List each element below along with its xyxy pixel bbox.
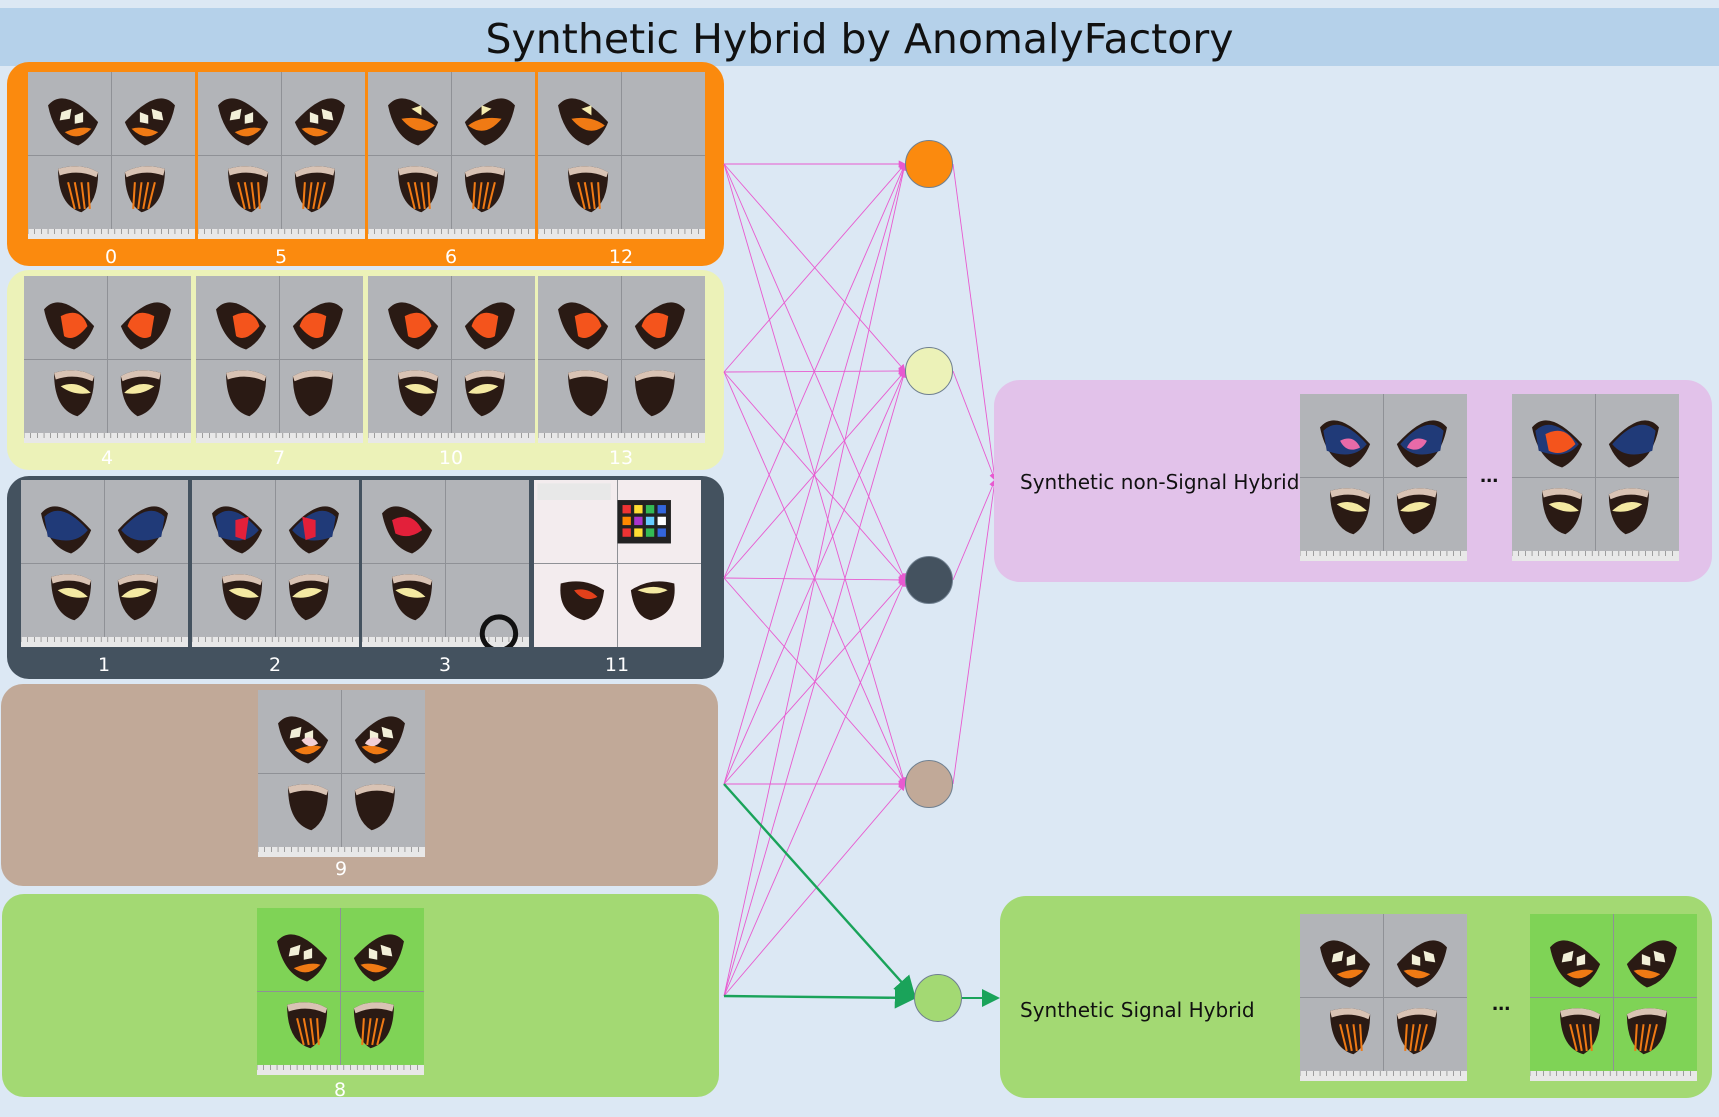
pink-edge (723, 370, 906, 785)
butterfly-thumb (534, 480, 701, 647)
thumb-label: 8 (333, 1079, 347, 1101)
pink-edge (723, 579, 906, 997)
butterfly-thumb (257, 908, 424, 1075)
green-edge (723, 986, 917, 1009)
butterfly-thumb (368, 72, 535, 239)
thumb-label: 2 (268, 654, 282, 676)
node-green (914, 974, 962, 1022)
butterfly-thumb (24, 276, 191, 443)
thumb-label: 0 (104, 246, 118, 268)
thumb-label: 3 (438, 654, 452, 676)
green-edge (723, 783, 916, 998)
thumb-label: 6 (444, 246, 458, 268)
pink-edge (723, 163, 906, 373)
thumb-label: 1 (97, 654, 111, 676)
node-slate (905, 556, 953, 604)
signal-hybrid-thumb (1300, 914, 1467, 1081)
thumb-label: 10 (438, 447, 464, 469)
non-signal-hybrid-label: Synthetic non-Signal Hybrid (1020, 470, 1300, 494)
butterfly-thumb (538, 276, 705, 443)
node-tan (905, 760, 953, 808)
pink-edge (723, 371, 906, 581)
pink-edge (723, 577, 906, 785)
butterfly-thumb (21, 480, 188, 647)
signal-hybrid-thumb (1530, 914, 1697, 1081)
thumb-label: 4 (100, 447, 114, 469)
signal-ellipsis: ... (1492, 990, 1511, 1015)
node-yellow (905, 347, 953, 395)
pink-edge (723, 370, 907, 997)
signal-hybrid-label: Synthetic Signal Hybrid (1020, 998, 1255, 1022)
pink-edge (723, 163, 906, 579)
non-signal-hybrid-thumb (1300, 394, 1467, 561)
thumb-label: 7 (272, 447, 286, 469)
non-signal-ellipsis: ... (1480, 462, 1499, 487)
thumb-label: 5 (274, 246, 288, 268)
butterfly-thumb (368, 276, 535, 443)
node-orange (905, 140, 953, 188)
pink-edge (723, 163, 908, 997)
butterfly-thumb (258, 690, 425, 857)
non-signal-hybrid-thumb (1512, 394, 1679, 561)
butterfly-thumb (196, 276, 363, 443)
thumb-label: 13 (608, 447, 634, 469)
butterfly-thumb (538, 72, 705, 239)
pink-edge (952, 370, 997, 481)
thumb-label: 12 (608, 246, 634, 268)
butterfly-thumb (198, 72, 365, 239)
butterfly-thumb (28, 72, 195, 239)
butterfly-thumb (362, 480, 529, 647)
thumb-label: 9 (334, 858, 348, 880)
title-bar (0, 8, 1719, 66)
pink-edge (952, 479, 998, 785)
butterfly-thumb (192, 480, 359, 647)
diagram-title: Synthetic Hybrid by AnomalyFactory (485, 15, 1234, 63)
pink-edge (723, 783, 906, 997)
thumb-label: 11 (604, 654, 630, 676)
pink-edge (952, 479, 996, 581)
pink-edge (952, 163, 998, 481)
pink-edge (723, 163, 907, 785)
